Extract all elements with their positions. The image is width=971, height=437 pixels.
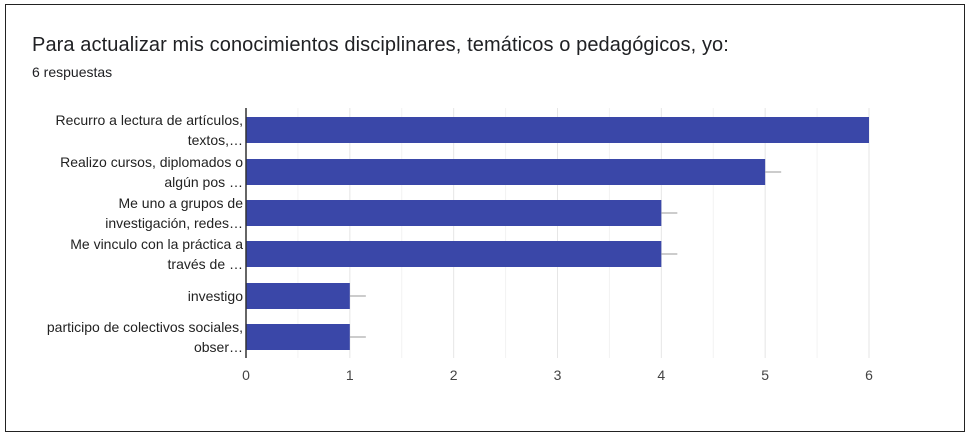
bar [246, 283, 350, 309]
category-label: algún pos … [164, 174, 243, 190]
x-tick-label: 2 [450, 367, 458, 383]
chart-title: Para actualizar mis conocimientos discip… [32, 34, 729, 56]
category-label: textos,… [188, 132, 243, 148]
bar [246, 117, 869, 143]
bar [246, 241, 662, 267]
category-label: obser… [194, 339, 243, 355]
bar [246, 324, 350, 350]
x-tick-label: 5 [761, 367, 769, 383]
x-tick-label: 4 [657, 367, 665, 383]
bar [246, 159, 766, 185]
bar [246, 200, 662, 226]
x-tick-label: 6 [865, 367, 873, 383]
category-label: Me vinculo con la práctica a [70, 236, 243, 252]
category-label: través de … [168, 256, 243, 272]
category-label: Realizo cursos, diplomados o [60, 154, 243, 170]
category-label: participo de colectivos sociales, [47, 319, 243, 335]
category-label: Recurro a lectura de artículos, [55, 112, 243, 128]
x-tick-label: 3 [554, 367, 562, 383]
x-tick-label: 0 [242, 367, 250, 383]
category-label: investigación, redes… [105, 215, 243, 231]
category-label: investigo [188, 288, 243, 304]
x-tick-label: 1 [346, 367, 354, 383]
response-count: 6 respuestas [32, 64, 113, 80]
category-label: Me uno a grupos de [118, 195, 243, 211]
